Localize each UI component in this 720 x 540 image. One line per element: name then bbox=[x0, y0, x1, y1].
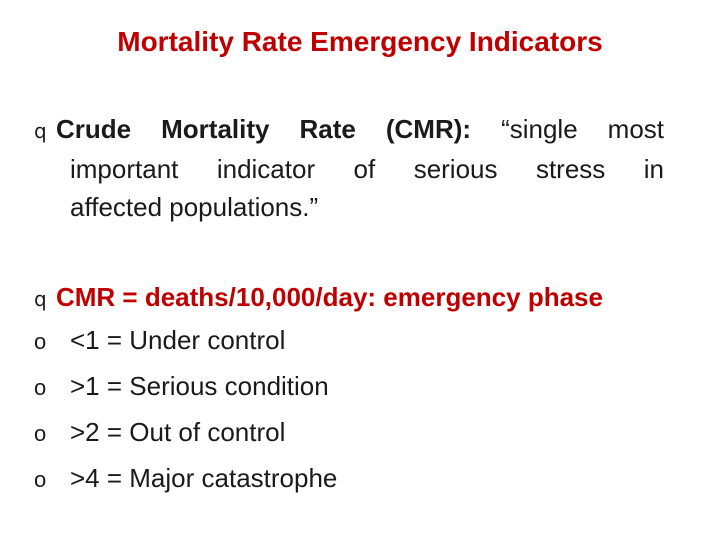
cmr-definition-line-2: important indicator of serious stress in bbox=[70, 154, 664, 184]
threshold-item: o >2 = Out of control bbox=[34, 410, 664, 456]
sub-bullet-marker: o bbox=[34, 329, 47, 354]
bullet-marker: q bbox=[34, 119, 47, 143]
bullet-marker: q bbox=[34, 287, 47, 311]
cmr-quote-start: “single most bbox=[501, 114, 665, 144]
threshold-text: <1 = Under control bbox=[70, 325, 286, 355]
slide-title: Mortality Rate Emergency Indicators bbox=[117, 26, 603, 57]
threshold-text: >1 = Serious condition bbox=[70, 371, 329, 401]
sub-bullet-marker: o bbox=[34, 375, 47, 400]
sub-bullet-marker: o bbox=[34, 467, 47, 492]
threshold-item: o >1 = Serious condition bbox=[34, 364, 664, 410]
cmr-definition-bullet: q Crude Mortality Rate (CMR): “single mos… bbox=[34, 110, 664, 226]
cmr-definition-line-1: q Crude Mortality Rate (CMR): “single mos… bbox=[34, 110, 664, 150]
threshold-text: >2 = Out of control bbox=[70, 417, 286, 447]
sub-bullet-marker: o bbox=[34, 421, 47, 446]
threshold-text: >4 = Major catastrophe bbox=[70, 463, 338, 493]
cmr-formula-text: CMR = deaths/10,000/day: emergency phase bbox=[56, 282, 603, 312]
cmr-formula-bullet: q CMR = deaths/10,000/day: emergency phas… bbox=[34, 278, 664, 502]
threshold-item: o <1 = Under control bbox=[34, 318, 664, 364]
cmr-term: Crude Mortality Rate (CMR): bbox=[56, 114, 472, 144]
cmr-formula-line: q CMR = deaths/10,000/day: emergency phas… bbox=[34, 278, 664, 318]
threshold-item: o >4 = Major catastrophe bbox=[34, 456, 664, 502]
cmr-definition-line-3: affected populations.” bbox=[70, 192, 319, 222]
